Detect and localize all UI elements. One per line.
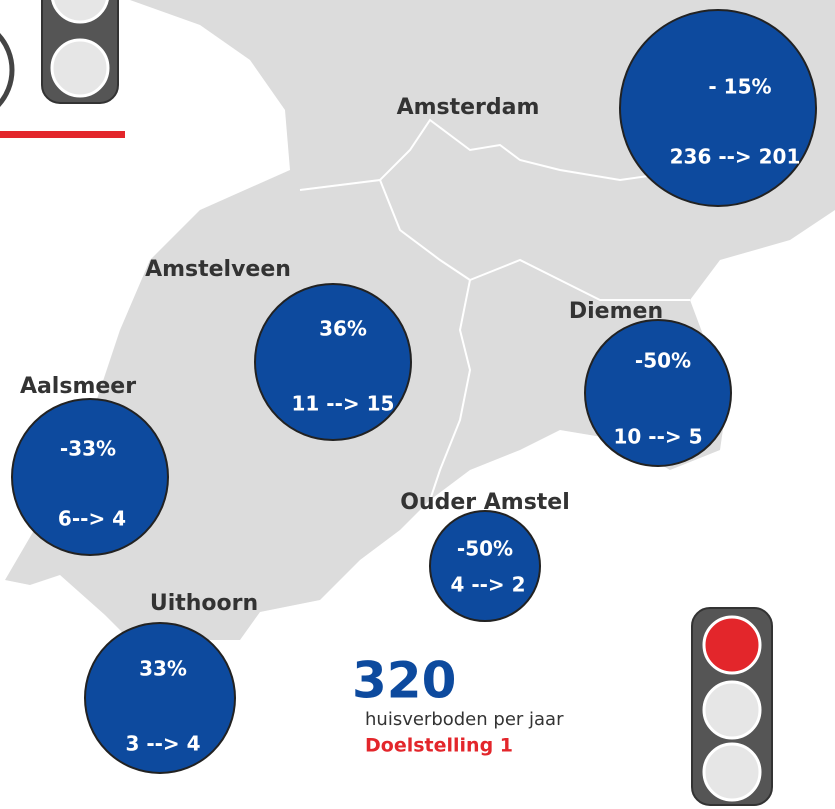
edge-shape — [0, 33, 15, 107]
region-change: -33% — [60, 437, 116, 461]
red-rule — [0, 131, 125, 138]
region-change: 33% — [139, 657, 187, 681]
region-change: -50% — [457, 537, 513, 561]
region-counts: 11 --> 15 — [292, 392, 395, 416]
region-circle — [254, 283, 412, 441]
region-name: Diemen — [569, 299, 663, 324]
region-circle — [429, 510, 541, 622]
traffic-light — [691, 607, 773, 806]
region-circle — [584, 319, 732, 467]
region-counts: 6--> 4 — [58, 507, 126, 531]
region-counts: 236 --> 201 — [670, 145, 801, 169]
traffic-light — [41, 0, 119, 104]
region-name: Ouder Amstel — [400, 490, 570, 515]
border — [379, 179, 472, 501]
region-change: 36% — [319, 317, 367, 341]
total-number: 320 — [352, 652, 456, 710]
region-name: Amsterdam — [397, 95, 540, 120]
region-name: Aalsmeer — [20, 374, 136, 399]
border — [299, 118, 691, 191]
goal: Doelstelling 1 — [365, 735, 513, 757]
region-counts: 3 --> 4 — [125, 732, 200, 756]
total-caption: huisverboden per jaar — [365, 709, 564, 730]
region-circle — [11, 398, 169, 556]
region-change: -50% — [635, 349, 691, 373]
region-circle — [84, 622, 236, 774]
region-change: - 15% — [708, 75, 771, 99]
map — [5, 0, 835, 640]
region-counts: 10 --> 5 — [613, 425, 702, 449]
region-counts: 4 --> 2 — [450, 573, 525, 597]
region-name: Uithoorn — [150, 591, 258, 616]
region-circle — [619, 9, 817, 207]
region-name: Amstelveen — [145, 257, 291, 282]
border — [469, 258, 690, 301]
